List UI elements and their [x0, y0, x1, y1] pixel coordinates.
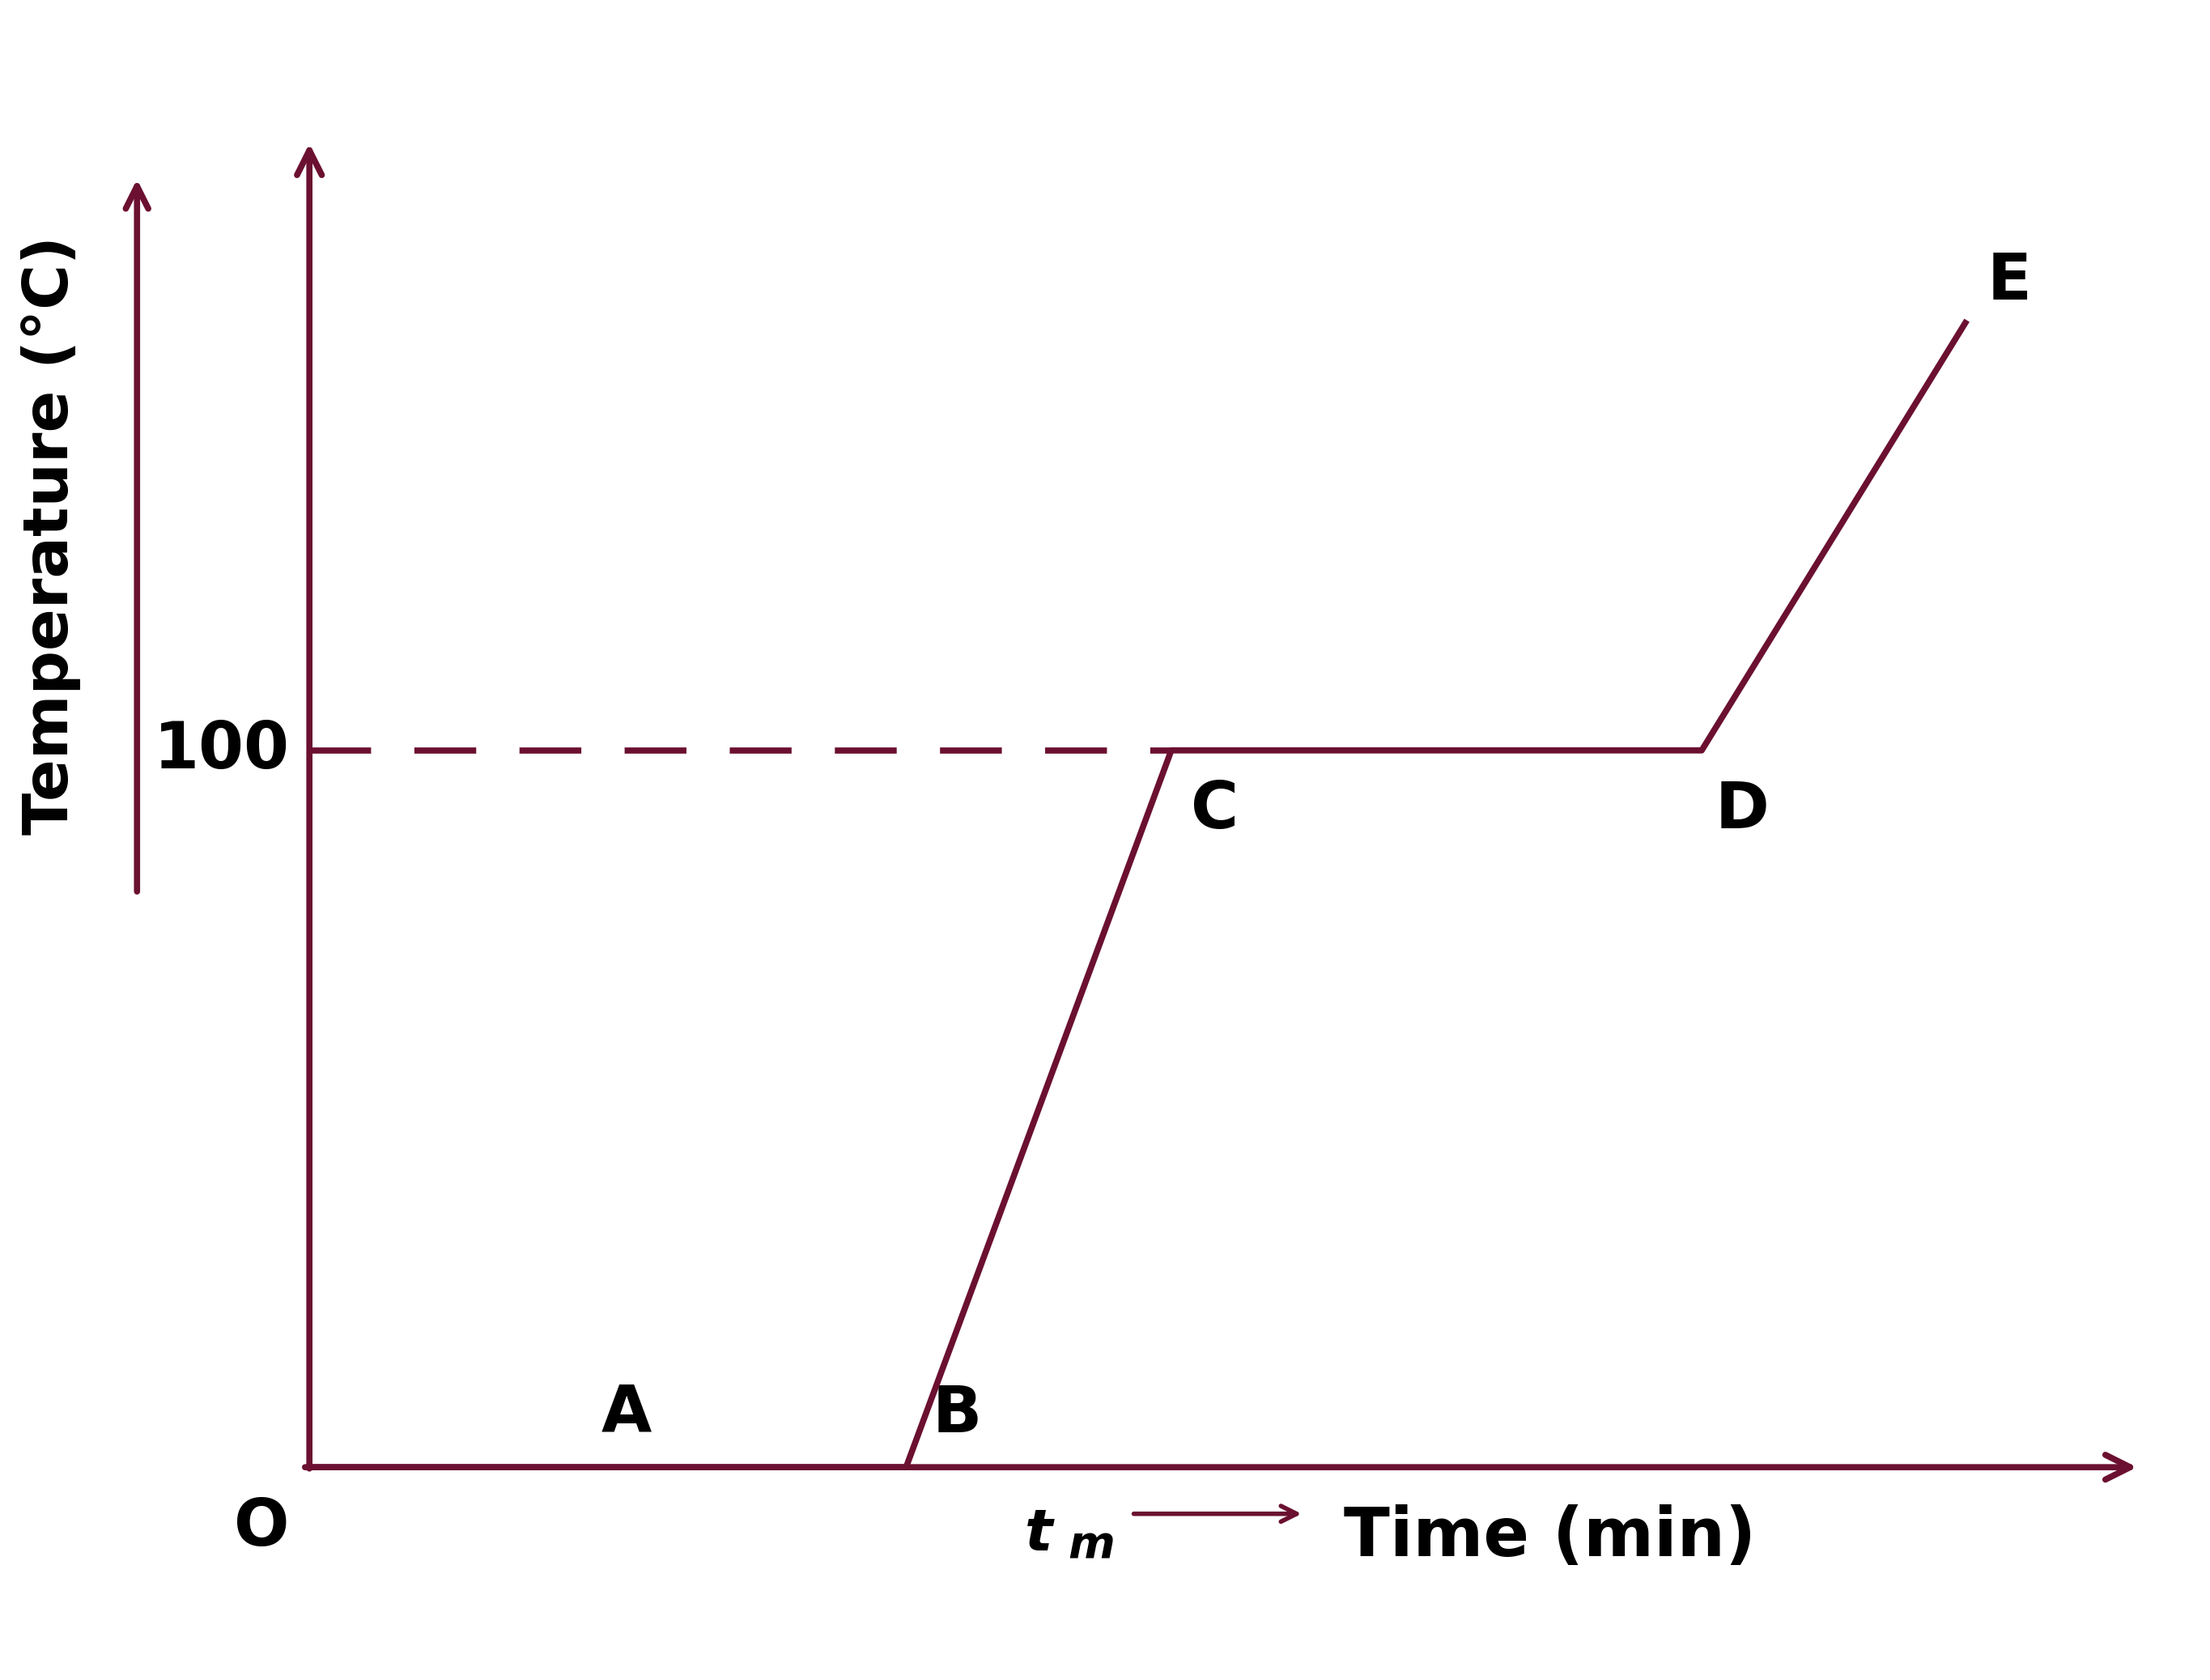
Text: Time (min): Time (min) [1344, 1505, 1755, 1571]
Text: O: O [234, 1495, 290, 1559]
Text: B: B [933, 1383, 981, 1446]
Text: Temperature (°C): Temperature (°C) [20, 235, 82, 835]
Text: 100: 100 [152, 719, 290, 781]
Text: C: C [1191, 780, 1240, 842]
Text: A: A [601, 1383, 652, 1446]
Text: t: t [1025, 1507, 1052, 1562]
Text: E: E [1987, 250, 2031, 312]
Text: D: D [1715, 780, 1768, 842]
Text: m: m [1067, 1524, 1114, 1567]
